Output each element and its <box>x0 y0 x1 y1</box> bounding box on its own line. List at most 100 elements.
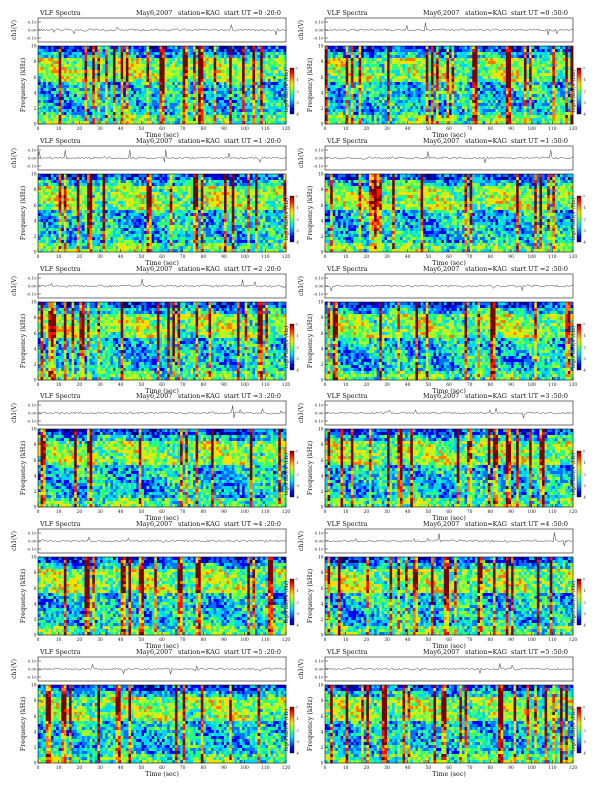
colorbar-tick-label: -2 <box>583 89 586 93</box>
time-tick-label: 100 <box>527 766 536 771</box>
time-tick-label: 40 <box>405 510 411 515</box>
waveform-axes <box>324 400 574 426</box>
colorbar-label: log(PSD)(V²/Hz) <box>283 581 290 623</box>
panel-station: station=KAG <box>178 137 220 145</box>
colorbar-tick-label: 0 <box>296 322 298 326</box>
spectrogram-panel-5: VLF Spectra May6,2007 station=KAG start UT … <box>11 265 299 395</box>
spectrogram-panel-2: VLF Spectra May6,2007 station=KAG start UT … <box>298 9 586 139</box>
frequency-tick-label: 2 <box>34 490 37 495</box>
time-tick-label: 70 <box>180 127 186 132</box>
time-tick-label: 30 <box>384 510 390 515</box>
time-tick-label: 70 <box>467 383 473 388</box>
colorbar <box>576 450 582 498</box>
time-tick-label: 0 <box>37 510 40 515</box>
waveform-tick-label: 0.00 <box>315 411 324 416</box>
time-tick-label: 40 <box>405 127 411 132</box>
panel-title: VLF Spectra <box>326 648 368 656</box>
time-tick-label: 60 <box>159 255 165 260</box>
time-tick-label: 70 <box>467 766 473 771</box>
spectrogram-image <box>38 429 287 508</box>
time-tick-label: 50 <box>139 255 145 260</box>
frequency-axis-label: Frequency (kHz) <box>306 569 314 623</box>
spectrogram-panel-3: VLF Spectra May6,2007 station=KAG start UT … <box>11 137 299 267</box>
time-tick-label: 20 <box>364 766 370 771</box>
time-tick-label: 0 <box>324 255 327 260</box>
panel-title: VLF Spectra <box>39 9 81 17</box>
time-axis-label: Time (sec) <box>145 770 179 778</box>
colorbar-tick-label: -4 <box>296 240 299 244</box>
colorbar-tick-label: -3 <box>296 612 299 616</box>
colorbar-tick-label: -4 <box>583 751 586 755</box>
panel-date: May6,2007 <box>423 137 459 145</box>
waveform-trace <box>37 23 287 36</box>
panel-station: station=KAG <box>465 9 507 17</box>
time-tick-label: 50 <box>426 383 432 388</box>
spectrogram-panel-12: VLF Spectra May6,2007 station=KAG start UT … <box>298 648 586 778</box>
frequency-tick-label: 4 <box>34 602 37 607</box>
waveform-tick-label: -0.10 <box>313 292 324 297</box>
time-tick-label: 30 <box>384 127 390 132</box>
panel-start-time: start UT =2 :50:0 <box>511 265 568 273</box>
frequency-axis-label: Frequency (kHz) <box>19 569 27 623</box>
time-tick-label: 100 <box>527 255 536 260</box>
time-tick-label: 70 <box>180 766 186 771</box>
colorbar-tick-label: -2 <box>583 600 586 604</box>
waveform-trace <box>37 663 287 675</box>
colorbar-label: log(PSD)(V²/Hz) <box>570 581 577 623</box>
time-tick-label: 40 <box>405 766 411 771</box>
colorbar-label: log(PSD)(V²/Hz) <box>570 70 577 112</box>
colorbar-tick-label: -4 <box>583 112 586 116</box>
time-tick-label: 120 <box>569 127 578 132</box>
panel-date: May6,2007 <box>423 520 459 528</box>
waveform-ylabel: ch1(V) <box>298 148 305 168</box>
panel-title: VLF Spectra <box>39 392 81 400</box>
panel-title: VLF Spectra <box>326 265 368 273</box>
time-tick-label: 90 <box>508 383 514 388</box>
frequency-tick-label: 10 <box>318 301 324 306</box>
frequency-tick-label: 2 <box>321 490 324 495</box>
time-tick-label: 10 <box>56 127 62 132</box>
time-axis-label: Time (sec) <box>145 514 179 522</box>
time-tick-label: 80 <box>201 766 207 771</box>
time-tick-label: 20 <box>364 383 370 388</box>
colorbar <box>289 578 295 626</box>
frequency-tick-label: 8 <box>321 60 324 65</box>
colorbar-tick-label: -2 <box>583 217 586 221</box>
colorbar-tick-label: -4 <box>296 368 299 372</box>
colorbar-label: log(PSD)(V²/Hz) <box>283 70 290 112</box>
waveform-tick-label: 0.00 <box>28 156 37 161</box>
frequency-tick-label: 10 <box>31 556 37 561</box>
colorbar <box>576 67 582 115</box>
time-tick-label: 30 <box>384 638 390 643</box>
colorbar-tick-label: -4 <box>296 623 299 627</box>
time-tick-label: 90 <box>221 766 227 771</box>
time-tick-label: 20 <box>364 638 370 643</box>
frequency-tick-label: 6 <box>34 587 37 592</box>
panel-title: VLF Spectra <box>39 137 81 145</box>
spectrogram-panel-8: VLF Spectra May6,2007 station=KAG start UT … <box>298 392 586 522</box>
frequency-tick-label: 10 <box>318 684 324 689</box>
colorbar-tick-label: -1 <box>296 461 299 465</box>
colorbar-label: log(PSD)(V²/Hz) <box>283 198 290 240</box>
frequency-axis-label: Frequency (kHz) <box>306 314 314 368</box>
time-tick-label: 10 <box>343 127 349 132</box>
time-axis-label: Time (sec) <box>432 770 466 778</box>
panel-station: station=KAG <box>178 648 220 656</box>
time-tick-label: 100 <box>240 510 249 515</box>
panel-station: station=KAG <box>465 392 507 400</box>
time-tick-label: 120 <box>282 510 291 515</box>
panel-date: May6,2007 <box>136 265 172 273</box>
time-tick-label: 60 <box>446 510 452 515</box>
time-tick-label: 80 <box>488 383 494 388</box>
frequency-tick-label: 4 <box>34 474 37 479</box>
waveform-tick-label: 0.00 <box>28 539 37 544</box>
waveform-tick-label: 0.10 <box>28 20 37 25</box>
colorbar <box>576 706 582 754</box>
colorbar-tick-label: -1 <box>583 589 586 593</box>
time-tick-label: 110 <box>548 766 557 771</box>
waveform-axes <box>37 528 287 554</box>
colorbar-tick-label: -2 <box>296 600 299 604</box>
time-tick-label: 50 <box>426 510 432 515</box>
colorbar-tick-label: -4 <box>583 623 586 627</box>
colorbar-tick-label: 0 <box>296 449 298 453</box>
